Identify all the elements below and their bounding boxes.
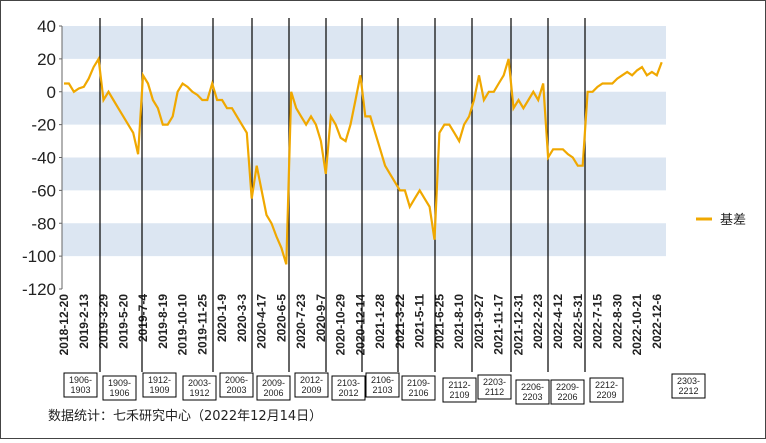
contract-label: 2303- [677, 376, 700, 386]
contract-label: 2012 [338, 388, 358, 398]
x-tick-label: 2022-12-6 [650, 294, 664, 349]
contract-box [294, 372, 329, 398]
data-line [64, 55, 663, 265]
contract-label: 2203- [483, 377, 506, 387]
contract-label: 1906- [69, 375, 92, 385]
x-tick-label: 2022-2-23 [531, 294, 545, 349]
x-tick-label: 2019-3-29 [97, 294, 111, 349]
contract-label: 1912- [148, 375, 171, 385]
x-tick-label: 2021-5-11 [413, 294, 427, 348]
contract-label: 2212- [595, 380, 618, 390]
contract-label: 2006 [263, 388, 283, 398]
x-tick-label: 2021-3-22 [393, 294, 407, 349]
y-tick-label: 40 [37, 17, 56, 36]
source-note: 数据统计：七禾研究中心（2022年12月14日） [48, 409, 322, 424]
x-tick-label: 2022-7-15 [591, 294, 605, 349]
contract-label: 2012- [300, 375, 323, 385]
x-tick-label: 2020-10-29 [334, 294, 348, 356]
x-tick-label: 2021-6-25 [432, 294, 446, 349]
contract-box [477, 374, 512, 400]
contract-label: 2109 [449, 390, 469, 400]
contract-box [550, 379, 585, 405]
contract-box [142, 372, 177, 398]
x-tick-label: 2022-4-12 [551, 294, 565, 349]
contract-box [401, 375, 436, 401]
y-tick-label: -120 [22, 280, 56, 299]
contract-label: 2206- [521, 382, 544, 392]
x-tick-label: 2022-8-30 [610, 294, 624, 349]
legend-label: 基差 [720, 213, 746, 228]
x-tick-label: 2019-5-20 [116, 294, 130, 349]
x-tick-label: 2019-2-13 [77, 294, 91, 349]
contract-label: 2212 [678, 386, 698, 396]
contract-label: 2209- [556, 382, 579, 392]
contract-box [182, 375, 217, 401]
x-tick-label: 2021-8-10 [452, 294, 466, 349]
x-tick-label: 2020-6-5 [274, 294, 288, 342]
x-tick-label: 2019-10-10 [176, 294, 190, 356]
y-tick-label: 0 [47, 83, 56, 102]
contract-label: 2006- [225, 375, 248, 385]
y-tick-label: -100 [22, 247, 56, 266]
contract-box [219, 372, 254, 398]
y-tick-label: -40 [31, 149, 56, 168]
x-tick-label: 2021-9-27 [472, 294, 486, 349]
x-tick-label: 2019-8-19 [156, 294, 170, 349]
contract-box [671, 373, 706, 399]
x-tick-label: 2021-11-17 [492, 294, 506, 355]
y-tick-label: -80 [31, 214, 56, 233]
contract-box [331, 375, 366, 401]
contract-label: 2003 [226, 385, 246, 395]
x-tick-label: 2021-1-28 [373, 294, 387, 349]
contract-label: 1906 [109, 388, 129, 398]
contract-label: 2209 [596, 390, 616, 400]
contract-label: 1903 [70, 385, 90, 395]
x-tick-label: 2019-11-25 [195, 294, 209, 355]
y-tick-label: -20 [31, 116, 56, 135]
contract-label: 2103 [372, 385, 392, 395]
x-tick-label: 2018-12-20 [57, 294, 71, 356]
contract-label: 2206 [557, 392, 577, 402]
contract-label: 2003- [188, 378, 211, 388]
contract-label: 1912 [189, 388, 209, 398]
contract-label: 2112- [448, 380, 470, 390]
contract-label: 2106- [371, 375, 394, 385]
y-tick-label: -60 [31, 181, 56, 200]
contract-label: 2009 [301, 385, 321, 395]
contract-box [63, 372, 98, 398]
contract-box [515, 379, 550, 405]
contract-label: 2109- [407, 378, 430, 388]
contract-label: 2112 [485, 387, 504, 397]
grid-band [62, 223, 666, 257]
x-tick-label: 2019-7-4 [136, 294, 150, 342]
contract-label: 2103- [337, 378, 360, 388]
x-tick-label: 2020-1-9 [215, 294, 229, 342]
contract-box [442, 377, 477, 403]
contract-box [589, 377, 624, 403]
contract-label: 2009- [262, 378, 285, 388]
y-tick-label: 20 [37, 50, 56, 69]
x-tick-label: 2020-9-7 [314, 294, 328, 342]
x-tick-label: 2020-12-14 [353, 294, 367, 356]
contract-label: 2106 [408, 388, 428, 398]
grid-band [62, 157, 666, 191]
contract-label: 1909 [149, 385, 169, 395]
grid-band [62, 26, 666, 59]
x-tick-label: 2021-12-31 [511, 294, 525, 356]
x-tick-label: 2020-7-23 [294, 294, 308, 349]
contract-box [102, 375, 137, 401]
x-tick-label: 2022-10-21 [630, 294, 644, 356]
contract-box [365, 372, 400, 398]
contract-box [256, 375, 291, 401]
x-tick-label: 2020-3-3 [235, 294, 249, 342]
contract-label: 1909- [108, 378, 131, 388]
x-tick-label: 2022-5-31 [571, 294, 585, 349]
x-tick-label: 2020-4-17 [255, 294, 269, 349]
contract-label: 2203 [522, 392, 542, 402]
